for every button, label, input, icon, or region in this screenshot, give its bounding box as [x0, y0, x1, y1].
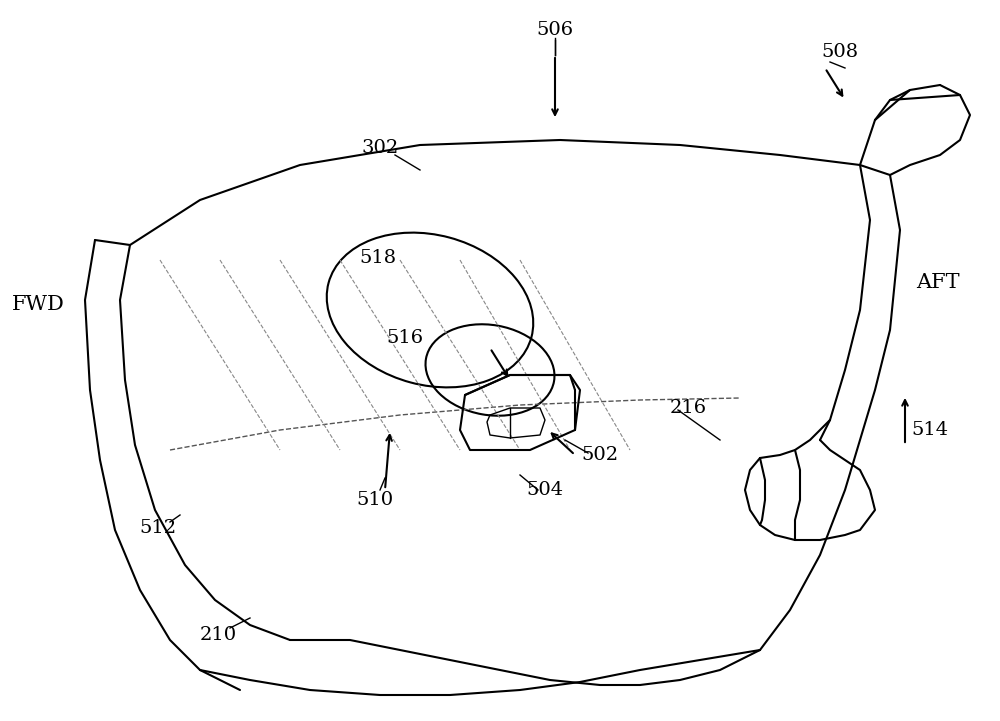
Text: 518: 518 [359, 249, 397, 267]
Text: AFT: AFT [916, 273, 960, 293]
Text: 516: 516 [386, 329, 424, 347]
Text: 502: 502 [581, 446, 619, 464]
Text: 508: 508 [821, 43, 859, 61]
Text: 210: 210 [199, 626, 237, 644]
Text: 504: 504 [526, 481, 564, 499]
Text: 302: 302 [361, 139, 399, 157]
Text: FWD: FWD [12, 296, 64, 314]
Text: 506: 506 [536, 21, 574, 39]
Text: 510: 510 [356, 491, 394, 509]
Text: 514: 514 [911, 421, 949, 439]
Text: 512: 512 [139, 519, 177, 537]
Text: 216: 216 [669, 399, 707, 417]
